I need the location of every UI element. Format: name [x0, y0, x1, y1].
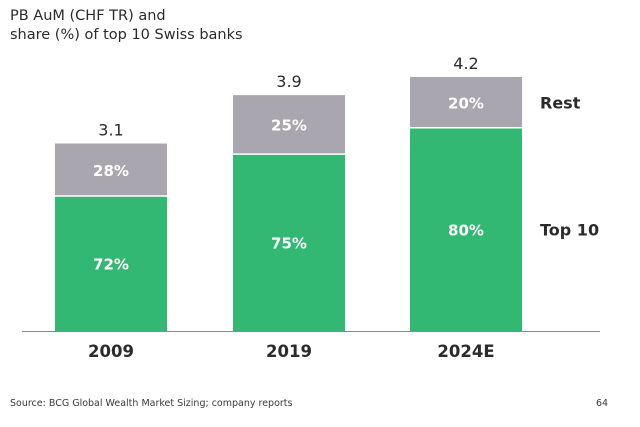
- data-label-top10: 75%: [271, 235, 307, 253]
- data-label-top10: 80%: [448, 221, 484, 239]
- bar-segment-rest: [55, 143, 167, 197]
- data-label-rest: 20%: [448, 94, 484, 112]
- bar-segment-top10: [55, 196, 167, 331]
- page-number: 64: [596, 398, 609, 409]
- bar-segment-rest: [233, 95, 345, 155]
- source-note: Source: BCG Global Wealth Market Sizing;…: [10, 398, 293, 409]
- data-label-rest: 25%: [271, 117, 307, 135]
- data-label-rest: 28%: [93, 162, 129, 180]
- bar-segment-rest: [410, 77, 522, 128]
- total-label: 4.2: [453, 54, 478, 73]
- legend-label-rest: Rest: [540, 93, 581, 112]
- category-label: 2009: [88, 342, 134, 361]
- category-label: 2024E: [437, 342, 494, 361]
- chart-title: PB AuM (CHF TR) and share (%) of top 10 …: [10, 8, 243, 43]
- total-label: 3.9: [276, 72, 301, 91]
- data-label-top10: 72%: [93, 256, 129, 274]
- legend-label-top10: Top 10: [540, 220, 599, 239]
- bar-segment-top10: [233, 154, 345, 331]
- bar-segment-top10: [410, 127, 522, 331]
- total-label: 3.1: [98, 121, 123, 140]
- category-label: 2019: [266, 342, 312, 361]
